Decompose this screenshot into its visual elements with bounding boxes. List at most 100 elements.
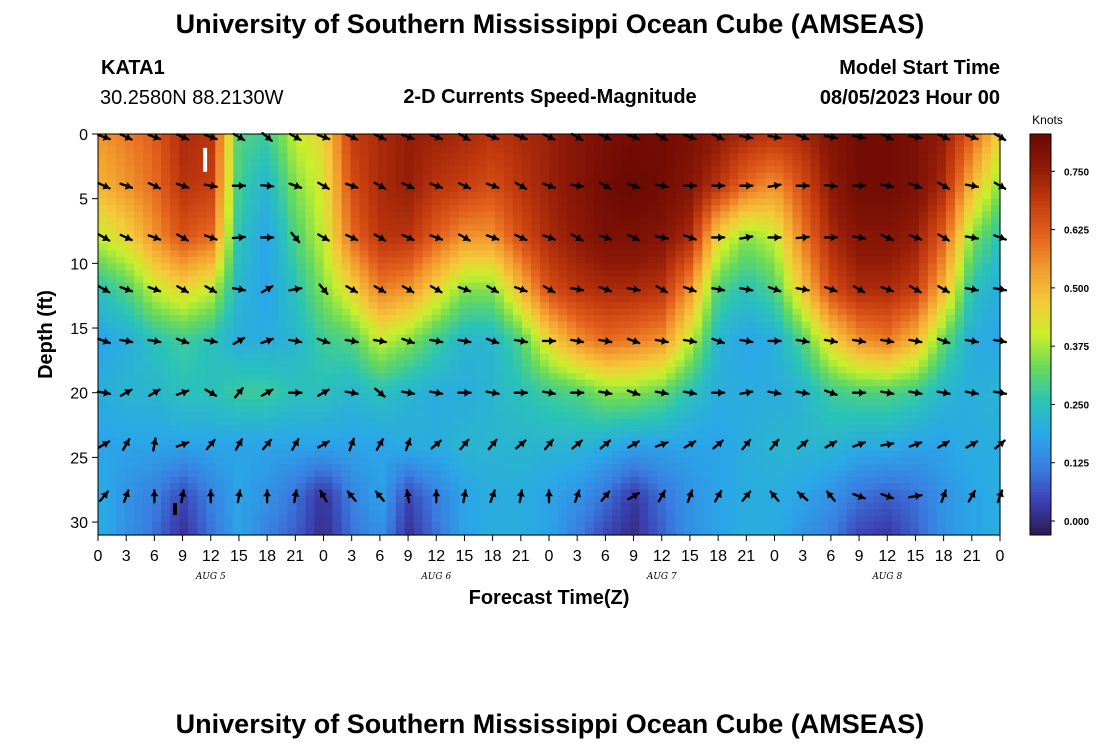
heatmap-cell — [720, 205, 730, 213]
heatmap-cell — [161, 360, 171, 368]
heatmap-cell — [107, 185, 117, 193]
heatmap-cell — [585, 276, 595, 284]
heatmap-cell — [729, 328, 740, 336]
heatmap-cell — [567, 302, 577, 310]
heatmap-cell — [440, 360, 451, 368]
heatmap-cell — [702, 172, 712, 180]
heatmap-cell — [738, 373, 749, 381]
heatmap-cell — [900, 282, 911, 290]
heatmap-cell — [675, 140, 685, 148]
heatmap-cell — [341, 418, 352, 426]
heatmap-cell — [305, 302, 316, 310]
heatmap-cell — [675, 302, 685, 310]
heatmap-cell — [134, 159, 144, 167]
heatmap-cell — [530, 172, 541, 180]
heatmap-cell — [846, 399, 857, 407]
heatmap-cell — [107, 405, 117, 413]
heatmap-cell — [143, 282, 153, 290]
heatmap-cell — [549, 360, 559, 368]
heatmap-cell — [98, 315, 108, 323]
heatmap-cell — [963, 321, 974, 329]
heatmap-cell — [404, 399, 415, 407]
heatmap-cell — [864, 218, 875, 226]
heatmap-cell — [494, 218, 505, 226]
heatmap-cell — [287, 205, 298, 213]
heatmap-cell — [891, 392, 902, 400]
heatmap-cell — [107, 276, 117, 284]
heatmap-cell — [350, 360, 361, 368]
heatmap-cell — [368, 263, 379, 271]
heatmap-cell — [909, 276, 920, 284]
heatmap-cell — [116, 134, 126, 142]
heatmap-cell — [684, 263, 694, 271]
heatmap-cell — [485, 140, 496, 148]
heatmap-cell — [954, 405, 965, 413]
heatmap-cell — [621, 328, 631, 336]
heatmap-cell — [630, 315, 640, 323]
heatmap-cell — [395, 373, 406, 381]
heatmap-cell — [954, 146, 965, 155]
heatmap-cell — [873, 134, 884, 142]
heatmap-cell — [323, 282, 334, 290]
heatmap-cell — [828, 237, 839, 245]
heatmap-cell — [485, 295, 496, 303]
heatmap-cell — [152, 437, 162, 446]
heatmap-cell — [855, 366, 866, 374]
heatmap-cell — [819, 134, 830, 142]
heatmap-cell — [774, 340, 785, 349]
heatmap-cell — [440, 373, 451, 381]
heatmap-cell — [386, 328, 397, 336]
heatmap-cell — [395, 269, 406, 277]
heatmap-cell — [224, 153, 234, 161]
heatmap-cell — [837, 224, 848, 232]
heatmap-cell — [594, 373, 604, 381]
heatmap-cell — [909, 231, 920, 239]
heatmap-cell — [927, 153, 938, 161]
heatmap-cell — [278, 392, 289, 400]
heatmap-cell — [657, 140, 667, 148]
heatmap-cell — [494, 237, 505, 245]
heatmap-cell — [666, 263, 676, 271]
heatmap-cell — [242, 444, 252, 452]
heatmap-cell — [251, 166, 261, 174]
heatmap-cell — [918, 386, 929, 394]
heatmap-cell — [927, 205, 938, 213]
heatmap-cell — [675, 269, 685, 277]
heatmap-cell — [819, 353, 830, 361]
heatmap-cell — [188, 379, 198, 387]
heatmap-cell — [693, 250, 703, 258]
heatmap-cell — [846, 315, 857, 323]
heatmap-cell — [792, 295, 803, 303]
heatmap-cell — [738, 172, 749, 180]
heatmap-cell — [729, 263, 740, 271]
heatmap-cell — [188, 146, 198, 155]
heatmap-cell — [567, 185, 577, 193]
heatmap-cell — [467, 224, 478, 232]
heatmap-cell — [314, 308, 325, 316]
heatmap-cell — [882, 263, 893, 271]
heatmap-cell — [819, 392, 830, 400]
heatmap-cell — [657, 353, 667, 361]
heatmap-cell — [224, 302, 234, 310]
heatmap-cell — [567, 198, 577, 206]
station-id: KATA1 — [101, 57, 165, 79]
heatmap-cell — [215, 340, 225, 349]
heatmap-cell — [666, 444, 676, 452]
heatmap-cell — [323, 263, 334, 271]
heatmap-cell — [179, 450, 189, 458]
heatmap-cell — [341, 412, 352, 420]
heatmap-cell — [179, 315, 189, 323]
heatmap-cell — [440, 392, 451, 400]
heatmap-cell — [675, 192, 685, 200]
heatmap-cell — [567, 379, 577, 387]
heatmap-cell — [819, 237, 830, 245]
heatmap-cell — [314, 218, 325, 226]
heatmap-cell — [558, 386, 568, 394]
heatmap-cell — [440, 353, 451, 361]
heatmap-cell — [927, 302, 938, 310]
heatmap-cell — [630, 166, 640, 174]
heatmap-cell — [161, 146, 171, 155]
heatmap-cell — [918, 328, 929, 336]
heatmap-cell — [179, 412, 189, 420]
heatmap-cell — [134, 282, 144, 290]
